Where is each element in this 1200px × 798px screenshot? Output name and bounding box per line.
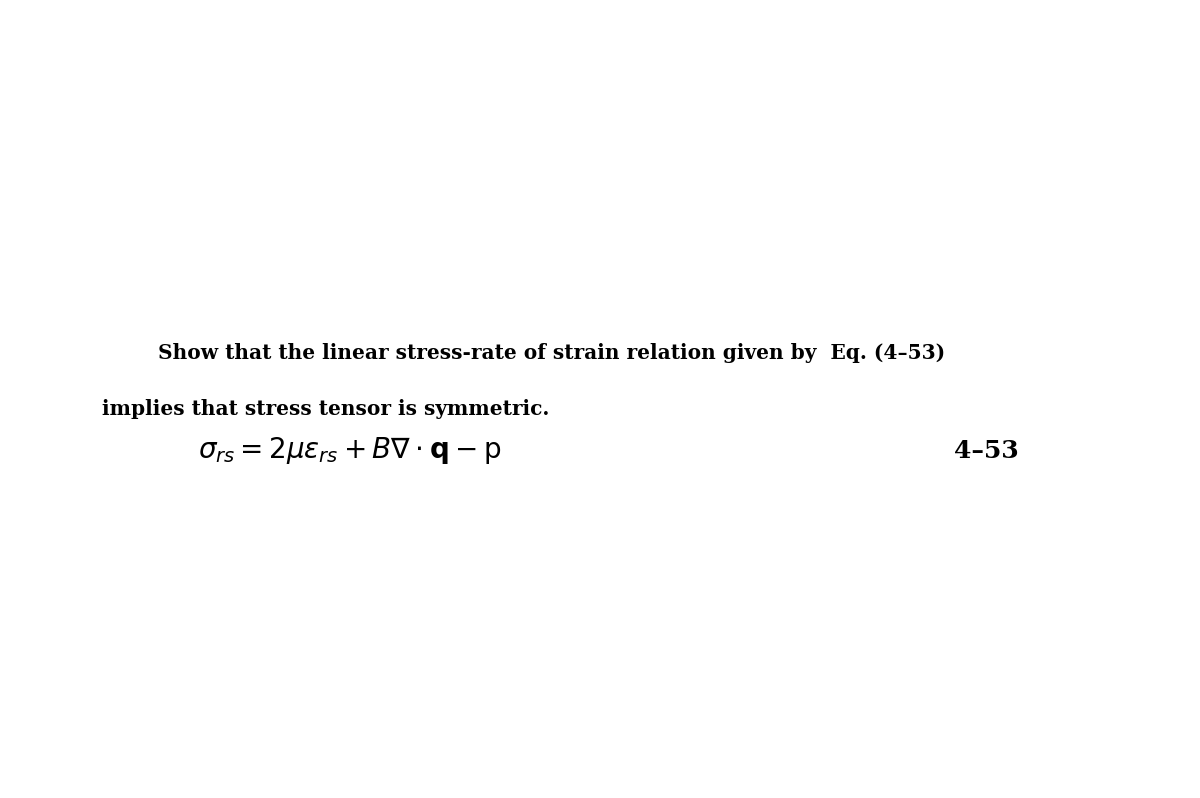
Text: $\sigma_{rs} = 2\mu\varepsilon_{rs} + B\nabla\cdot\mathbf{q} - \mathrm{p}$: $\sigma_{rs} = 2\mu\varepsilon_{rs} + B\… [198,436,502,466]
Text: implies that stress tensor is symmetric.: implies that stress tensor is symmetric. [102,399,550,419]
Text: Show that the linear stress-rate of strain relation given by  Eq. (4–53): Show that the linear stress-rate of stra… [102,343,946,363]
Text: 4–53: 4–53 [954,439,1019,463]
